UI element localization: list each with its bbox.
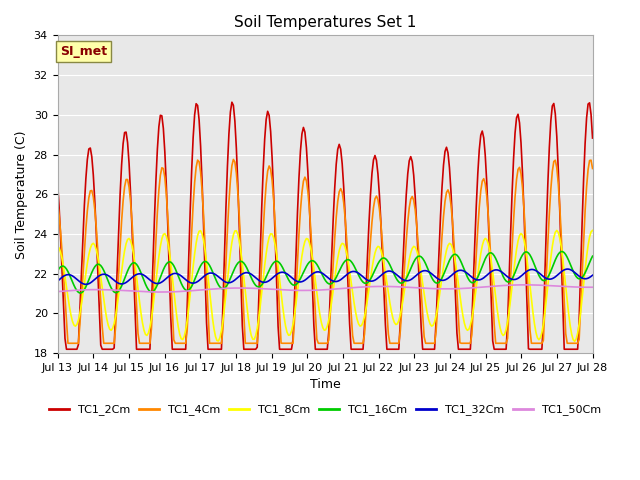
Text: SI_met: SI_met <box>60 45 108 58</box>
Legend: TC1_2Cm, TC1_4Cm, TC1_8Cm, TC1_16Cm, TC1_32Cm, TC1_50Cm: TC1_2Cm, TC1_4Cm, TC1_8Cm, TC1_16Cm, TC1… <box>45 400 605 420</box>
X-axis label: Time: Time <box>310 378 340 392</box>
Title: Soil Temperatures Set 1: Soil Temperatures Set 1 <box>234 15 416 30</box>
Y-axis label: Soil Temperature (C): Soil Temperature (C) <box>15 130 28 259</box>
